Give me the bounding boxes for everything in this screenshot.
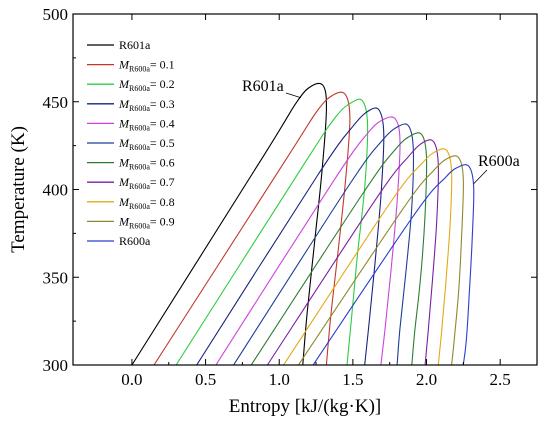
x-tick-label: 2.5	[490, 370, 511, 389]
legend-label-6: MR600a= 0.6	[118, 156, 175, 172]
annotation-label-0: R601a	[242, 78, 284, 95]
series-line-9	[297, 155, 464, 365]
x-tick-label: 1.0	[269, 370, 290, 389]
annotation-leader-1	[473, 169, 488, 185]
legend-label-1: MR600a= 0.1	[118, 58, 175, 74]
legend-label-0: R601a	[119, 38, 151, 52]
x-tick-label: 1.5	[342, 370, 363, 389]
curve-annotations: R601a R600a	[242, 78, 520, 185]
y-tick-label: 450	[43, 93, 69, 112]
x-tick-label: 2.0	[416, 370, 437, 389]
y-tick-label: 300	[43, 356, 69, 375]
legend-label-4: MR600a= 0.4	[118, 116, 175, 132]
legend-label-10: R600a	[119, 234, 151, 248]
series-line-0	[131, 82, 327, 365]
series-line-2	[175, 98, 369, 365]
x-axis: 0.0 0.5 1.0 1.5 2.0 2.5	[121, 14, 511, 389]
legend-label-7: MR600a= 0.7	[118, 175, 175, 191]
series-curves	[131, 82, 475, 365]
legend-label-3: MR600a= 0.3	[118, 97, 175, 113]
legend-label-9: MR600a= 0.9	[118, 214, 175, 230]
series-line-10	[312, 164, 475, 365]
series-line-4	[215, 116, 401, 365]
series-line-7	[266, 139, 439, 365]
y-tick-label: 500	[43, 5, 69, 24]
x-tick-label: 0.5	[195, 370, 216, 389]
y-axis-title: Temperature (K)	[8, 126, 29, 253]
x-tick-label: 0.0	[121, 370, 142, 389]
series-line-5	[233, 123, 414, 365]
y-tick-label: 350	[43, 268, 69, 287]
series-line-6	[250, 132, 428, 365]
annotation-label-1: R600a	[478, 153, 520, 170]
y-axis: 300 350 400 450 500	[43, 5, 537, 375]
annotation-leader-0	[285, 92, 302, 99]
legend-label-2: MR600a= 0.2	[118, 77, 175, 93]
series-line-1	[153, 91, 351, 365]
x-axis-title: Entropy [kJ/(kg·K)]	[229, 396, 382, 417]
legend-label-8: MR600a= 0.8	[118, 195, 175, 211]
legend-label-5: MR600a= 0.5	[118, 136, 175, 152]
legend: R601a MR600a= 0.1 MR600a= 0.2 MR600a= 0.3 MR…	[87, 38, 175, 248]
series-line-8	[283, 148, 453, 365]
y-tick-label: 400	[43, 181, 69, 200]
series-line-3	[196, 107, 385, 365]
